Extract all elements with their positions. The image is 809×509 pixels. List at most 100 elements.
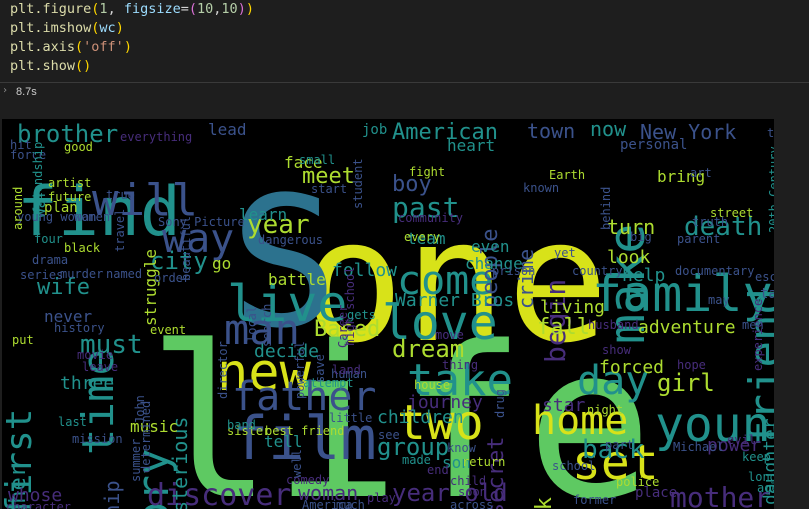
wordcloud-word: work bbox=[532, 497, 557, 509]
wordcloud-word: never bbox=[44, 307, 93, 326]
wordcloud-word: year bbox=[247, 210, 310, 240]
wordcloud-word: fight bbox=[409, 165, 446, 179]
wordcloud-word: keep bbox=[742, 450, 771, 464]
wordcloud-word: Warner Bros bbox=[395, 290, 515, 311]
wordcloud-word: even bbox=[471, 237, 510, 256]
wordcloud-word: four bbox=[34, 232, 63, 246]
wordcloud-word: true bbox=[106, 188, 135, 202]
wordcloud-word: job bbox=[362, 122, 388, 138]
wordcloud-word: forced bbox=[599, 357, 665, 378]
wordcloud-word: may bbox=[708, 293, 730, 307]
wordcloud-word: across bbox=[450, 498, 494, 509]
wordcloud-word: Earth bbox=[549, 168, 586, 182]
cell-output: oneSlifefindworldbecomefirstwillfamilyli… bbox=[0, 101, 809, 509]
wordcloud-word: one bbox=[302, 183, 610, 381]
chevron-right-icon[interactable]: › bbox=[2, 85, 9, 96]
wordcloud-word: go bbox=[212, 254, 232, 273]
wordcloud-word: parent bbox=[677, 232, 721, 246]
wordcloud-word: music bbox=[130, 417, 179, 436]
wordcloud-word: S bbox=[230, 159, 339, 368]
wordcloud-word: known bbox=[523, 181, 560, 195]
wordcloud-word: soon bbox=[458, 485, 487, 499]
wordcloud-word: around bbox=[11, 186, 25, 231]
wordcloud-word: young woman bbox=[17, 210, 97, 224]
wordcloud-word: new bbox=[217, 343, 311, 403]
wordcloud-word: part bbox=[605, 438, 634, 452]
wordcloud-word: life bbox=[147, 301, 653, 509]
wordcloud-word: turn bbox=[607, 215, 656, 239]
wordcloud-word: whose bbox=[8, 485, 63, 506]
wordcloud-word: know bbox=[447, 441, 476, 455]
wordcloud-word: black bbox=[64, 241, 101, 255]
wordcloud-word: woman bbox=[298, 481, 359, 505]
wordcloud-word: attempt bbox=[303, 376, 354, 390]
wordcloud-word: sister bbox=[227, 424, 271, 438]
wordcloud-word: move bbox=[435, 328, 464, 342]
wordcloud-word: heart bbox=[447, 136, 496, 155]
wordcloud-image: oneSlifefindworldbecomefirstwillfamilyli… bbox=[2, 119, 774, 509]
wordcloud-word: struggle bbox=[141, 248, 160, 326]
wordcloud-word: American bbox=[392, 120, 498, 145]
wordcloud-word: leave bbox=[82, 360, 119, 374]
wordcloud-word: find bbox=[17, 173, 181, 252]
wordcloud-word: country bbox=[572, 264, 623, 278]
wordcloud-word: human bbox=[331, 367, 368, 381]
wordcloud-word: relationship bbox=[100, 481, 124, 509]
wordcloud-word: family bbox=[592, 265, 773, 323]
wordcloud-word: Michael bbox=[673, 440, 724, 454]
wordcloud-word: child bbox=[450, 474, 487, 488]
wordcloud-word: night bbox=[587, 403, 624, 417]
wordcloud-word: local bbox=[245, 305, 259, 342]
wordcloud-word: community bbox=[398, 211, 464, 225]
wordcloud-word: two bbox=[397, 395, 484, 451]
wordcloud-word: girl bbox=[657, 369, 715, 397]
wordcloud-word: adventure bbox=[638, 317, 736, 338]
wordcloud-word: top bbox=[767, 126, 774, 140]
wordcloud-word: named bbox=[106, 267, 143, 281]
wordcloud-word: murder bbox=[60, 267, 104, 281]
wordcloud-word: small bbox=[299, 153, 336, 167]
wordcloud-word: women bbox=[74, 210, 111, 224]
wordcloud-word: team bbox=[407, 229, 446, 248]
wordcloud-word: series bbox=[20, 268, 64, 282]
wordcloud-word: good bbox=[64, 140, 93, 154]
wordcloud-word: journey bbox=[407, 392, 483, 413]
wordcloud-word: dangerous bbox=[258, 233, 324, 247]
wordcloud-word: order bbox=[154, 271, 191, 285]
wordcloud-word: year old bbox=[392, 479, 508, 507]
wordcloud-word: dream bbox=[392, 335, 465, 363]
wordcloud-word: tell bbox=[264, 432, 303, 451]
wordcloud-word: past bbox=[392, 191, 460, 224]
wordcloud-word: Career bbox=[336, 304, 350, 349]
wordcloud-word: place bbox=[635, 485, 678, 501]
wordcloud-word: star bbox=[542, 395, 586, 416]
wordcloud-word: drama bbox=[32, 253, 69, 267]
wordcloud-word: learn bbox=[239, 205, 288, 224]
wordcloud-word: power bbox=[707, 435, 762, 456]
wordcloud-word: young bbox=[655, 397, 774, 453]
wordcloud-word: boy bbox=[392, 172, 432, 197]
wordcloud-word: wife bbox=[37, 275, 90, 300]
wordcloud-word: discover bbox=[147, 478, 292, 509]
wordcloud-word: long bbox=[748, 470, 774, 484]
wordcloud-word: day bbox=[577, 358, 650, 404]
wordcloud-word: save bbox=[313, 353, 327, 383]
wordcloud-word: film bbox=[232, 404, 377, 474]
wordcloud-word: brother bbox=[17, 120, 119, 148]
execution-status-bar[interactable]: › 8.7s bbox=[0, 82, 809, 101]
wordcloud-word: meet bbox=[302, 164, 355, 189]
wordcloud-word: put bbox=[12, 333, 34, 347]
code-cell[interactable]: plt.figure(1, figsize=(10,10)) plt.imsho… bbox=[0, 0, 809, 82]
wordcloud-word: age bbox=[757, 481, 774, 495]
wordcloud-word: experience bbox=[751, 298, 765, 371]
wordcloud-word: mother bbox=[670, 481, 772, 509]
wordcloud-word: band bbox=[227, 418, 256, 432]
wordcloud-word: death bbox=[684, 212, 763, 242]
wordcloud-word: personal bbox=[620, 137, 688, 153]
wordcloud-word: change bbox=[465, 254, 523, 273]
wordcloud-word: hit bbox=[10, 138, 32, 152]
wordcloud-word: evil bbox=[727, 433, 756, 447]
wordcloud-word: behind bbox=[599, 186, 613, 231]
wordcloud-word: see bbox=[378, 428, 400, 442]
code-line-3: plt.axis('off') bbox=[10, 39, 132, 55]
